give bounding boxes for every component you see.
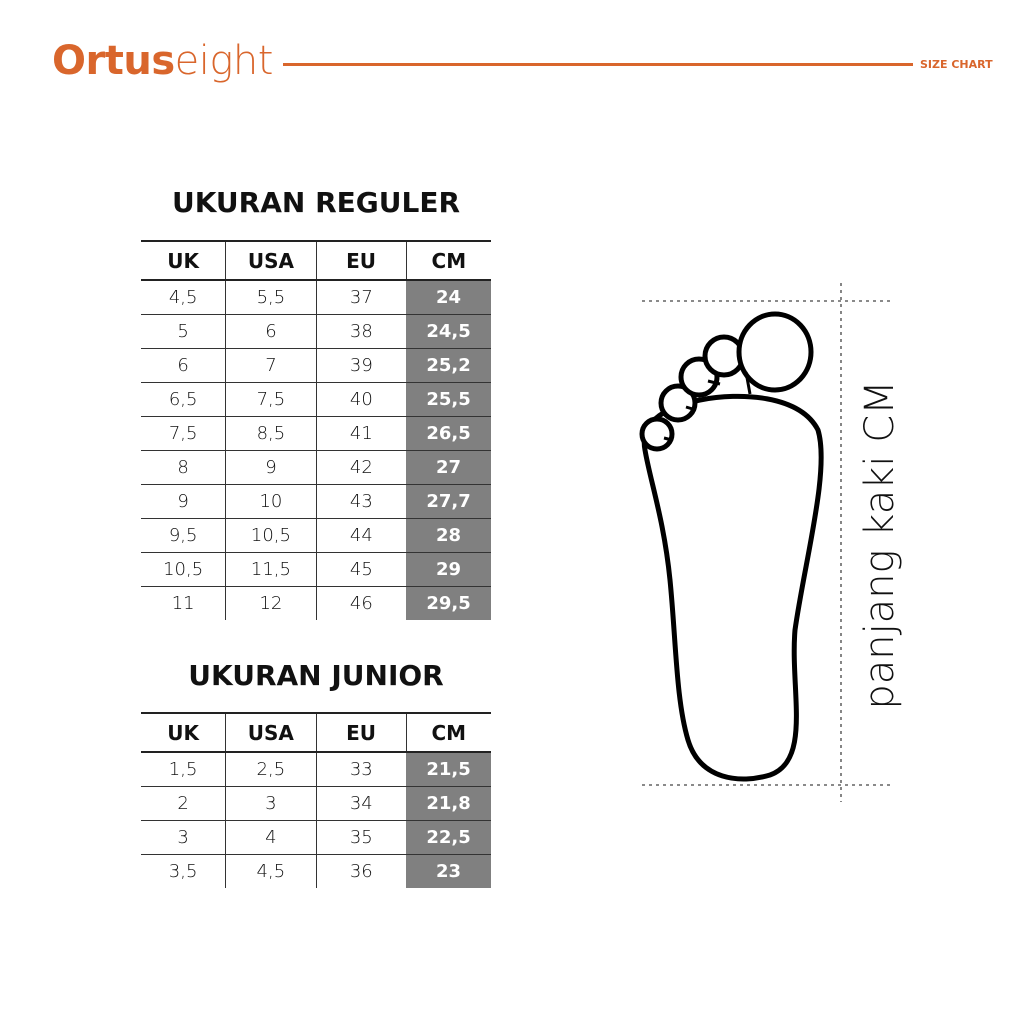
table-cell: 42	[315, 450, 407, 485]
size-chart-label: SIZE CHART	[920, 58, 993, 71]
table-cell: 35	[315, 820, 407, 855]
header-divider	[283, 63, 913, 66]
table-cell: 3,5	[168, 861, 198, 882]
table-cell: 5,5	[225, 280, 317, 315]
table-cell: 10	[225, 484, 317, 519]
table-cell: 7,5	[141, 416, 226, 451]
table-cell: 25,5	[406, 382, 491, 417]
table-cell: 46	[315, 586, 407, 620]
table-row: 4,5 5,5 37 24	[141, 280, 491, 315]
table-row: 6,5 7,5 40 25,5	[141, 382, 491, 417]
table-cell: 2,5	[225, 752, 317, 787]
table-cell: 7	[225, 348, 317, 383]
table-cell: 21,5	[406, 752, 491, 787]
table-cell: 11,5	[225, 552, 317, 587]
table-cell: 24,5	[406, 314, 491, 349]
table-cell: 8	[141, 450, 226, 485]
table-cell: 23	[406, 854, 491, 888]
table-row: 7,5 8,5 41 26,5	[141, 416, 491, 451]
table-row: 11 12 46 29,5	[141, 586, 491, 620]
table-cell: 6,5	[141, 382, 226, 417]
table-cell: 1,5	[141, 752, 226, 787]
table-cell: 21,8	[406, 786, 491, 821]
regular-size-table: UK USA EU CM 4,5 5,5 37 24 5 6 38 24,5 6 7 39 25,2 6,5 7,…	[141, 240, 491, 620]
table-cell: 4,5	[225, 854, 317, 888]
table-cell: 45	[315, 552, 407, 587]
table-cell: 28	[406, 518, 491, 553]
table-row: 1,5 2,5 33 21,5	[141, 752, 491, 787]
table-cell: 40	[315, 382, 407, 417]
table-cell: 10,5	[141, 552, 226, 587]
regular-title: UKURAN REGULER	[171, 186, 461, 219]
table-cell: 44	[315, 518, 407, 553]
table-cell: 27	[406, 450, 491, 485]
table-cell: 25,2	[406, 348, 491, 383]
table-row: 5 6 38 24,5	[141, 314, 491, 349]
table-cell: 9,5	[141, 518, 226, 553]
column-header: UK	[141, 712, 226, 753]
table-cell: 11	[171, 593, 195, 614]
column-header: EU	[315, 240, 407, 281]
table-cell: 6	[225, 314, 317, 349]
table-cell: 29	[406, 552, 491, 587]
table-row: 9 10 43 27,7	[141, 484, 491, 519]
table-cell: 9	[225, 450, 317, 485]
table-cell: 41	[315, 416, 407, 451]
table-cell: 43	[315, 484, 407, 519]
table-cell: 3	[225, 786, 317, 821]
table-cell: 39	[315, 348, 407, 383]
column-header: CM	[405, 240, 491, 281]
table-cell: 38	[315, 314, 407, 349]
table-row: 3 4 35 22,5	[141, 820, 491, 855]
table-row: 9,5 10,5 44 28	[141, 518, 491, 553]
table-cell: 22,5	[406, 820, 491, 855]
table-cell: 4,5	[141, 280, 226, 315]
table-cell: 33	[315, 752, 407, 787]
column-header: CM	[405, 712, 491, 753]
table-cell: 12	[225, 586, 317, 620]
junior-title: UKURAN JUNIOR	[188, 659, 444, 692]
column-header: EU	[315, 712, 407, 753]
foot-length-label: panjang kaki CM	[857, 380, 903, 710]
brand-logo: Ortuseight	[52, 38, 273, 84]
table-row: 8 9 42 27	[141, 450, 491, 485]
table-cell: 29,5	[406, 586, 491, 620]
table-cell: 7,5	[225, 382, 317, 417]
table-cell: 37	[315, 280, 407, 315]
table-cell: 10,5	[225, 518, 317, 553]
table-cell: 3	[141, 820, 226, 855]
table-cell: 2	[141, 786, 226, 821]
junior-size-table: UK USA EU CM 1,5 2,5 33 21,5 2 3 34 21,8 3 4 35 22,5 3,5…	[141, 712, 491, 888]
column-header: UK	[141, 240, 226, 281]
measure-guides	[642, 283, 892, 802]
table-cell: 5	[141, 314, 226, 349]
table-row: 6 7 39 25,2	[141, 348, 491, 383]
table-row: 10,5 11,5 45 29	[141, 552, 491, 587]
column-header: USA	[225, 712, 317, 753]
table-header: UK USA EU CM	[141, 240, 491, 281]
table-cell: 27,7	[406, 484, 491, 519]
table-row: 3,5 4,5 36 23	[141, 854, 491, 888]
table-cell: 26,5	[406, 416, 491, 451]
table-cell: 4	[225, 820, 317, 855]
table-cell: 24	[406, 280, 491, 315]
table-cell: 34	[315, 786, 407, 821]
table-cell: 9	[141, 484, 226, 519]
table-cell: 6	[141, 348, 226, 383]
table-cell: 8,5	[225, 416, 317, 451]
column-header: USA	[225, 240, 317, 281]
table-row: 2 3 34 21,8	[141, 786, 491, 821]
table-cell: 36	[315, 854, 407, 888]
table-header: UK USA EU CM	[141, 712, 491, 753]
